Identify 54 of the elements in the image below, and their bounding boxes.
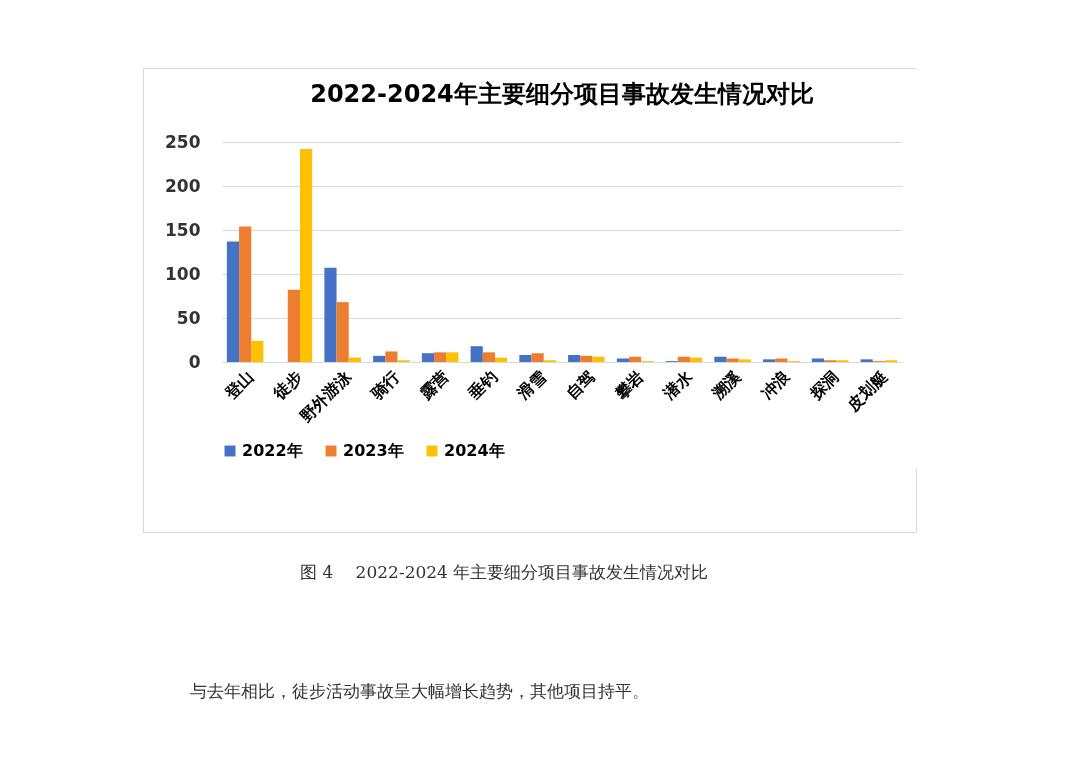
text: 与去年相比，徒步活动事故呈大幅增长趋势，其他项目持平。 (190, 680, 649, 703)
bar (434, 352, 447, 362)
bar (714, 356, 727, 362)
legend-label: 2024年 (444, 441, 505, 460)
x-tick-label: 攀岩 (610, 367, 648, 404)
x-tick-label: 徒步 (269, 367, 306, 404)
x-tick-label: 登山 (220, 367, 258, 404)
y-tick-label: 0 (188, 351, 201, 372)
bar (763, 359, 776, 362)
bar (324, 267, 337, 362)
bar (482, 352, 495, 362)
x-tick-label: 皮划艇 (842, 367, 891, 416)
x-tick-label: 探洞 (805, 367, 843, 404)
bar (738, 359, 751, 362)
y-tick-label: 100 (165, 263, 201, 284)
bar (580, 355, 593, 362)
bar (860, 359, 873, 362)
chart-title: 2022-2024年主要细分项目事故发生情况对比 (310, 80, 814, 108)
bar (446, 352, 459, 362)
x-tick-label: 溯溪 (707, 366, 746, 404)
y-tick-label: 250 (165, 131, 201, 152)
y-tick-label: 50 (176, 307, 201, 328)
bar (336, 302, 349, 362)
bar (287, 289, 300, 362)
x-tick-label: 滑雪 (512, 367, 550, 404)
bar (811, 358, 825, 362)
bar (775, 358, 788, 362)
bar (568, 354, 581, 362)
caption: 图 4 2022-2024 年主要细分项目事故发生情况对比 (300, 561, 709, 584)
bar (239, 226, 252, 362)
y-tick-label: 150 (165, 219, 201, 240)
bar (226, 241, 240, 362)
bar (470, 346, 483, 362)
y-tick-label: 200 (165, 175, 201, 196)
bar (519, 354, 532, 362)
bar (629, 356, 642, 362)
x-tick-label: 露营 (415, 367, 453, 404)
bar (421, 353, 435, 362)
bar (592, 356, 605, 362)
bar (251, 340, 264, 362)
bar (373, 355, 386, 362)
x-tick-label: 垂钓 (464, 367, 501, 404)
bar (677, 356, 690, 362)
x-tick-label: 潜水 (659, 366, 697, 404)
x-tick-label: 冲浪 (757, 366, 795, 404)
legend-label: 2022年 (242, 441, 303, 460)
legend-label: 2023年 (343, 441, 404, 460)
bar (299, 149, 313, 362)
bar (531, 353, 544, 362)
bar (726, 358, 739, 362)
x-tick-label: 骑行 (366, 367, 404, 404)
bar (385, 351, 398, 362)
bar (616, 358, 630, 362)
x-tick-label: 自驾 (562, 367, 599, 404)
